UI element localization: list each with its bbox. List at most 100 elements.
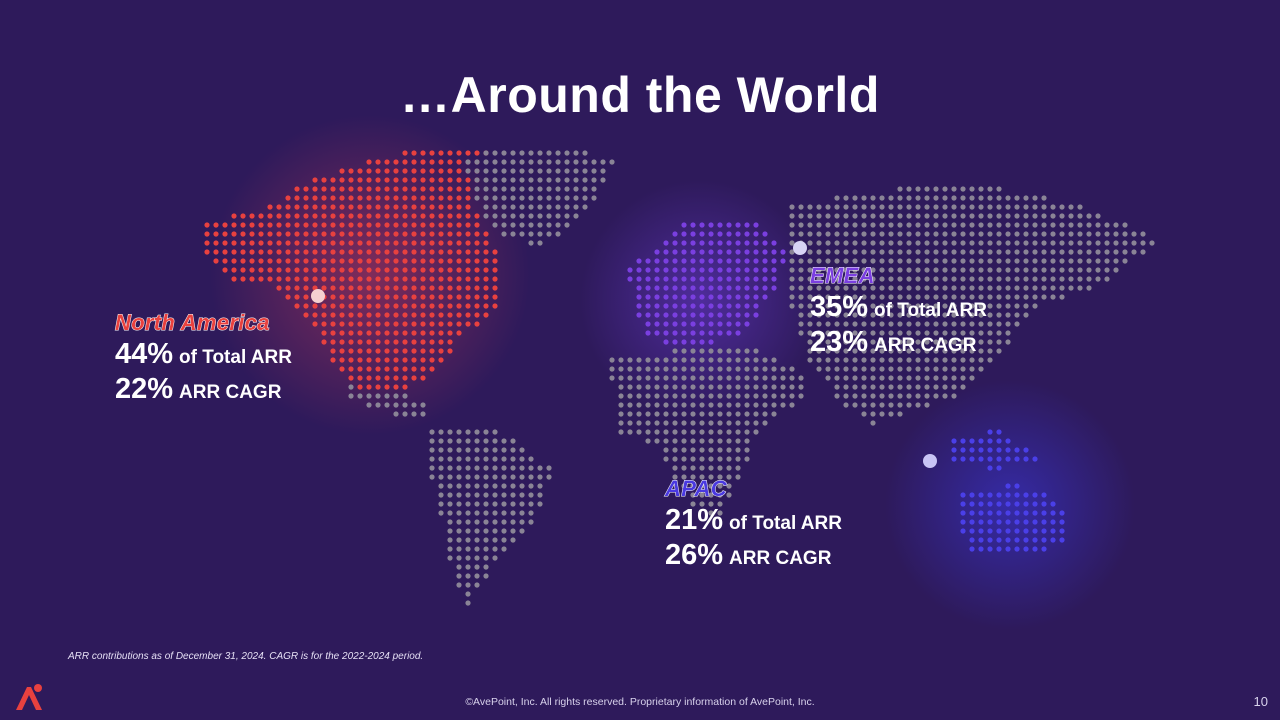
map-dot — [411, 402, 417, 408]
map-dot — [447, 528, 453, 534]
map-dot — [330, 339, 336, 345]
map-dot — [1122, 258, 1128, 264]
map-dot — [735, 366, 741, 372]
map-dot — [645, 357, 651, 363]
map-dot — [492, 258, 498, 264]
emea-callout: EMEA 35% of Total ARR 23% ARR CAGR — [810, 263, 987, 359]
map-dot — [753, 393, 759, 399]
map-dot — [348, 177, 354, 183]
map-dot — [861, 384, 867, 390]
map-dot — [663, 285, 669, 291]
map-dot — [699, 303, 705, 309]
map-dot — [492, 186, 498, 192]
map-dot — [474, 240, 480, 246]
map-dot — [384, 222, 390, 228]
map-dot — [987, 330, 993, 336]
map-dot — [312, 195, 318, 201]
map-dot — [492, 150, 498, 156]
map-dot — [780, 393, 786, 399]
map-dot — [474, 222, 480, 228]
map-dot — [645, 420, 651, 426]
map-dot — [357, 213, 363, 219]
map-dot — [699, 348, 705, 354]
map-dot — [708, 510, 714, 516]
map-dot — [528, 501, 534, 507]
map-dot — [402, 258, 408, 264]
map-dot — [708, 483, 714, 489]
map-dot — [663, 240, 669, 246]
map-dot — [519, 150, 525, 156]
map-dot — [618, 357, 624, 363]
map-dot — [321, 186, 327, 192]
map-dot — [483, 474, 489, 480]
map-dot — [312, 240, 318, 246]
map-dot — [519, 510, 525, 516]
map-dot — [825, 213, 831, 219]
map-dot — [879, 276, 885, 282]
map-dot — [213, 249, 219, 255]
map-dot — [465, 231, 471, 237]
map-dot — [537, 492, 543, 498]
map-dot — [303, 258, 309, 264]
map-dot — [1041, 537, 1047, 543]
map-dot — [411, 213, 417, 219]
map-dot — [366, 249, 372, 255]
map-dot — [735, 384, 741, 390]
map-dot — [411, 411, 417, 417]
map-dot — [834, 249, 840, 255]
map-dot — [546, 213, 552, 219]
map-dot — [474, 249, 480, 255]
map-dot — [834, 222, 840, 228]
map-dot — [987, 276, 993, 282]
map-dot — [1014, 222, 1020, 228]
map-dot — [897, 303, 903, 309]
map-dot — [375, 267, 381, 273]
map-dot — [735, 231, 741, 237]
map-dot — [753, 366, 759, 372]
map-dot — [672, 339, 678, 345]
map-dot — [690, 276, 696, 282]
map-dot — [204, 240, 210, 246]
map-dot — [699, 267, 705, 273]
map-dot — [393, 384, 399, 390]
map-dot — [1050, 510, 1056, 516]
map-dot — [375, 195, 381, 201]
map-dot — [645, 294, 651, 300]
map-dot — [276, 213, 282, 219]
map-dot — [501, 150, 507, 156]
map-dot — [924, 321, 930, 327]
map-dot — [951, 348, 957, 354]
map-dot — [915, 186, 921, 192]
map-dot — [1023, 510, 1029, 516]
map-dot — [474, 321, 480, 327]
north-america-total-arr-value: 44% — [115, 338, 174, 370]
map-dot — [735, 348, 741, 354]
map-dot — [510, 465, 516, 471]
map-dot — [321, 231, 327, 237]
map-dot — [753, 258, 759, 264]
map-dot — [951, 204, 957, 210]
map-dot — [519, 195, 525, 201]
map-dot — [384, 231, 390, 237]
map-dot — [276, 222, 282, 228]
map-dot — [375, 303, 381, 309]
map-dot — [942, 195, 948, 201]
map-dot — [888, 357, 894, 363]
map-dot — [996, 258, 1002, 264]
map-dot — [807, 348, 813, 354]
map-dot — [492, 222, 498, 228]
map-dot — [879, 258, 885, 264]
map-dot — [672, 240, 678, 246]
map-dot — [924, 267, 930, 273]
map-dot — [834, 348, 840, 354]
map-dot — [267, 258, 273, 264]
map-dot — [843, 339, 849, 345]
map-dot — [915, 393, 921, 399]
map-dot — [924, 231, 930, 237]
map-dot — [1059, 267, 1065, 273]
map-dot — [735, 465, 741, 471]
map-dot — [375, 285, 381, 291]
map-dot — [1032, 231, 1038, 237]
map-dot — [438, 510, 444, 516]
map-dot — [627, 384, 633, 390]
